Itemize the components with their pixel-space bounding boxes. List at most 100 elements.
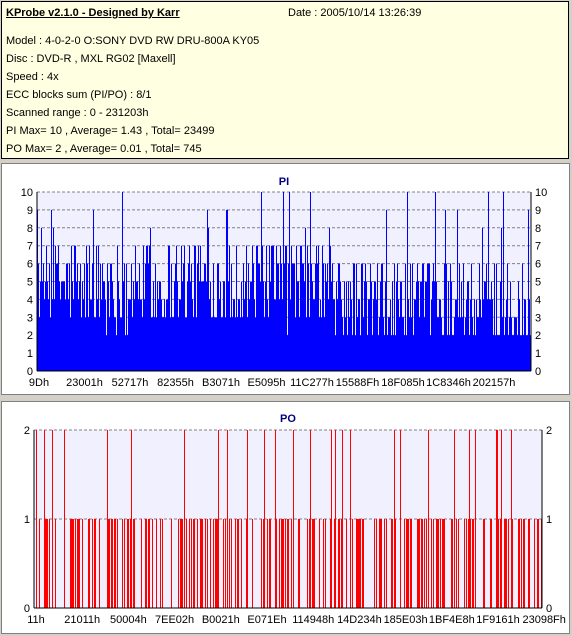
data-bar [321,317,322,371]
data-bar [141,299,142,371]
data-bar [459,263,460,371]
data-bar [236,245,237,371]
data-bar [382,263,383,371]
data-bar [257,245,258,371]
data-bar [363,317,364,371]
data-bar [177,281,178,371]
data-bar [521,335,522,371]
data-bar [206,281,207,371]
data-bar [57,263,58,371]
data-bar [307,519,308,608]
data-bar [457,209,458,371]
data-bar [36,430,37,608]
data-bar [158,299,159,371]
data-bar [320,299,321,371]
data-bar [495,335,496,371]
data-bar [70,317,71,371]
data-bar [182,519,183,608]
data-bar [175,263,176,371]
data-bar [99,317,100,371]
data-bar [271,245,272,371]
data-bar [218,263,219,371]
data-bar [492,299,493,371]
data-bar [483,299,484,371]
data-bar [131,263,132,371]
data-bar [507,263,508,371]
data-bar [149,245,150,371]
data-bar [506,299,507,371]
data-bar [39,317,40,371]
data-bar [192,299,193,371]
data-bar [92,263,93,371]
data-bar [402,317,403,371]
data-bar [274,299,275,371]
data-bar [463,263,464,371]
data-bar [88,519,89,608]
data-bar [261,192,262,371]
data-bar [76,281,77,371]
data-bar [98,245,99,371]
data-bar [79,281,80,371]
data-bar [116,335,117,371]
data-bar [489,299,490,371]
data-bar [394,430,395,608]
data-bar [216,519,217,608]
data-bar [395,519,396,608]
data-bar [341,299,342,371]
data-bar [505,317,506,371]
x-tick-label: 50004h [110,614,147,626]
data-bar [439,299,440,371]
data-bar [45,519,46,608]
data-bar [370,263,371,371]
data-bar [478,317,479,371]
data-bar [430,335,431,371]
data-bar [289,192,290,371]
data-bar [171,519,172,608]
data-bar [392,519,393,608]
data-bar [154,317,155,371]
data-bar [181,245,182,371]
data-bar [159,281,160,371]
data-bar [276,245,277,371]
data-bar [477,317,478,371]
data-bar [424,317,425,371]
data-bar [534,519,535,608]
data-bar [107,430,108,608]
data-bar [455,299,456,371]
data-bar [231,263,232,371]
data-bar [526,335,527,371]
chart-title: PI [279,176,289,188]
data-bar [453,335,454,371]
data-bar [149,519,150,608]
data-bar [527,335,528,371]
data-bar [261,519,262,608]
data-bar [366,281,367,371]
data-bar [194,519,195,608]
data-bar [446,263,447,371]
data-bar [56,263,57,371]
data-bar [422,519,423,608]
data-bar [379,317,380,371]
data-bar [338,263,339,371]
data-bar [239,299,240,371]
y-tick-label-left: 1 [27,348,33,360]
data-bar [309,317,310,371]
data-bar [364,281,365,371]
data-bar [186,317,187,371]
data-bar [59,281,60,371]
data-bar [310,192,311,371]
data-bar [331,430,332,608]
data-bar [52,299,53,371]
data-bar [185,317,186,371]
data-bar [331,281,332,371]
data-bar [103,281,104,371]
data-bar [389,317,390,371]
data-bar [44,299,45,371]
data-bar [345,317,346,371]
data-bar [145,519,146,608]
data-bar [282,519,283,608]
data-bar [40,281,41,371]
data-bar [353,263,354,371]
data-bar [283,519,284,608]
data-bar [255,317,256,371]
